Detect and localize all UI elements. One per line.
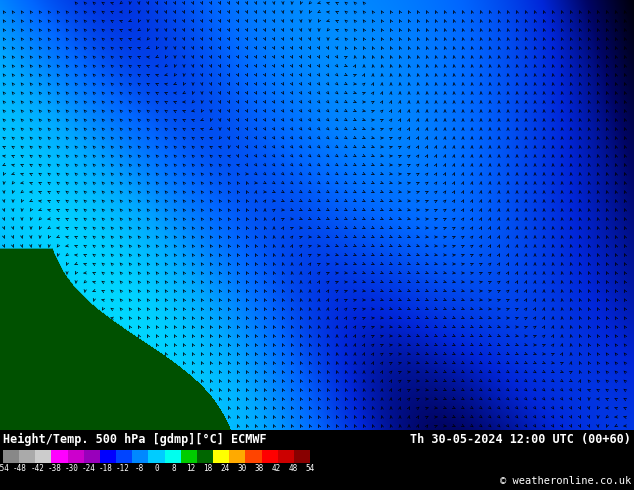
- Text: 18: 18: [203, 464, 212, 473]
- Text: 24: 24: [220, 464, 230, 473]
- Text: 54: 54: [306, 464, 314, 473]
- Text: © weatheronline.co.uk: © weatheronline.co.uk: [500, 476, 631, 486]
- Bar: [51, 450, 68, 463]
- Text: 0: 0: [154, 464, 158, 473]
- Text: -42: -42: [30, 464, 44, 473]
- Bar: [36, 450, 52, 463]
- Bar: [19, 450, 36, 463]
- Text: 38: 38: [254, 464, 264, 473]
- Text: 48: 48: [288, 464, 297, 473]
- Text: -30: -30: [64, 464, 78, 473]
- Bar: [245, 450, 262, 463]
- Bar: [213, 450, 230, 463]
- Bar: [262, 450, 278, 463]
- Text: 30: 30: [237, 464, 247, 473]
- Text: 12: 12: [186, 464, 195, 473]
- Bar: [148, 450, 165, 463]
- Text: 8: 8: [171, 464, 176, 473]
- Bar: [84, 450, 100, 463]
- Text: 42: 42: [271, 464, 280, 473]
- Text: -8: -8: [135, 464, 144, 473]
- Bar: [100, 450, 117, 463]
- Bar: [294, 450, 310, 463]
- Text: -24: -24: [81, 464, 95, 473]
- Bar: [181, 450, 197, 463]
- Bar: [197, 450, 214, 463]
- Bar: [133, 450, 149, 463]
- Bar: [278, 450, 294, 463]
- Text: -18: -18: [98, 464, 112, 473]
- Text: -54: -54: [0, 464, 10, 473]
- Text: -38: -38: [47, 464, 61, 473]
- Bar: [116, 450, 133, 463]
- Text: -12: -12: [115, 464, 129, 473]
- Bar: [165, 450, 181, 463]
- Bar: [68, 450, 84, 463]
- Bar: [3, 450, 20, 463]
- Text: -48: -48: [13, 464, 27, 473]
- Text: Height/Temp. 500 hPa [gdmp][°C] ECMWF: Height/Temp. 500 hPa [gdmp][°C] ECMWF: [3, 433, 267, 446]
- Bar: [230, 450, 245, 463]
- Text: Th 30-05-2024 12:00 UTC (00+60): Th 30-05-2024 12:00 UTC (00+60): [410, 433, 631, 446]
